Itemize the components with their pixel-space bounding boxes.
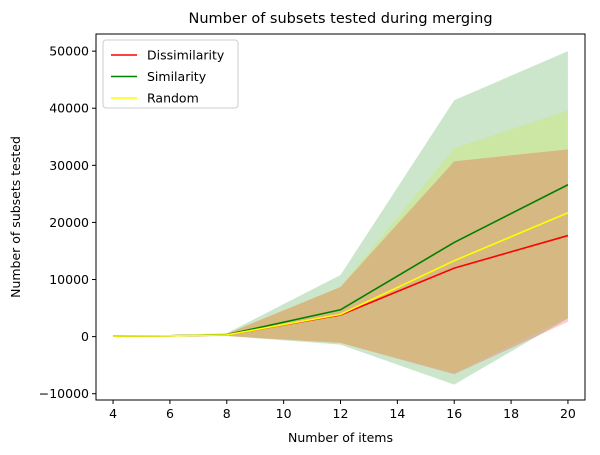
legend-label-random: Random: [147, 91, 199, 106]
series-lines: [113, 184, 569, 337]
x-tick-label: 8: [223, 406, 231, 421]
legend-box: [102, 39, 239, 109]
x-tick-label: 6: [166, 406, 174, 421]
band-similarity: [113, 51, 568, 385]
y-axis-label: Number of subsets tested: [8, 136, 23, 298]
x-tick-label: 14: [389, 406, 405, 421]
x-tick-label: 10: [276, 406, 292, 421]
x-tick-label: 20: [560, 406, 576, 421]
x-axis-label: Number of items: [288, 430, 393, 445]
line-random: [113, 211, 569, 337]
x-tick-label: 18: [503, 406, 519, 421]
y-tick-label: 50000: [49, 44, 89, 59]
y-tick-label: 10000: [49, 272, 89, 287]
chart-title: Number of subsets tested during merging: [188, 11, 492, 27]
x-tick-label: 12: [333, 406, 349, 421]
confidence-bands: [113, 51, 568, 385]
y-tick-label: −10000: [39, 386, 89, 401]
y-tick-label: 0: [81, 329, 89, 344]
legend-label-similarity: Similarity: [147, 69, 207, 84]
y-tick-label: 30000: [49, 158, 89, 173]
y-axis-ticks: −10000 0 10000 20000 30000 40000 50000: [39, 44, 96, 401]
y-tick-label: 20000: [49, 215, 89, 230]
band-random: [113, 110, 568, 374]
y-tick-label: 40000: [49, 101, 89, 116]
x-tick-label: 4: [109, 406, 117, 421]
legend-label-dissimilarity: Dissimilarity: [147, 48, 225, 63]
x-axis-ticks: 4 6 8 10 12 14 16 18 20: [109, 400, 576, 421]
band-dissimilarity: [113, 149, 568, 375]
x-tick-label: 16: [446, 406, 462, 421]
legend: Dissimilarity Similarity Random: [102, 39, 239, 109]
